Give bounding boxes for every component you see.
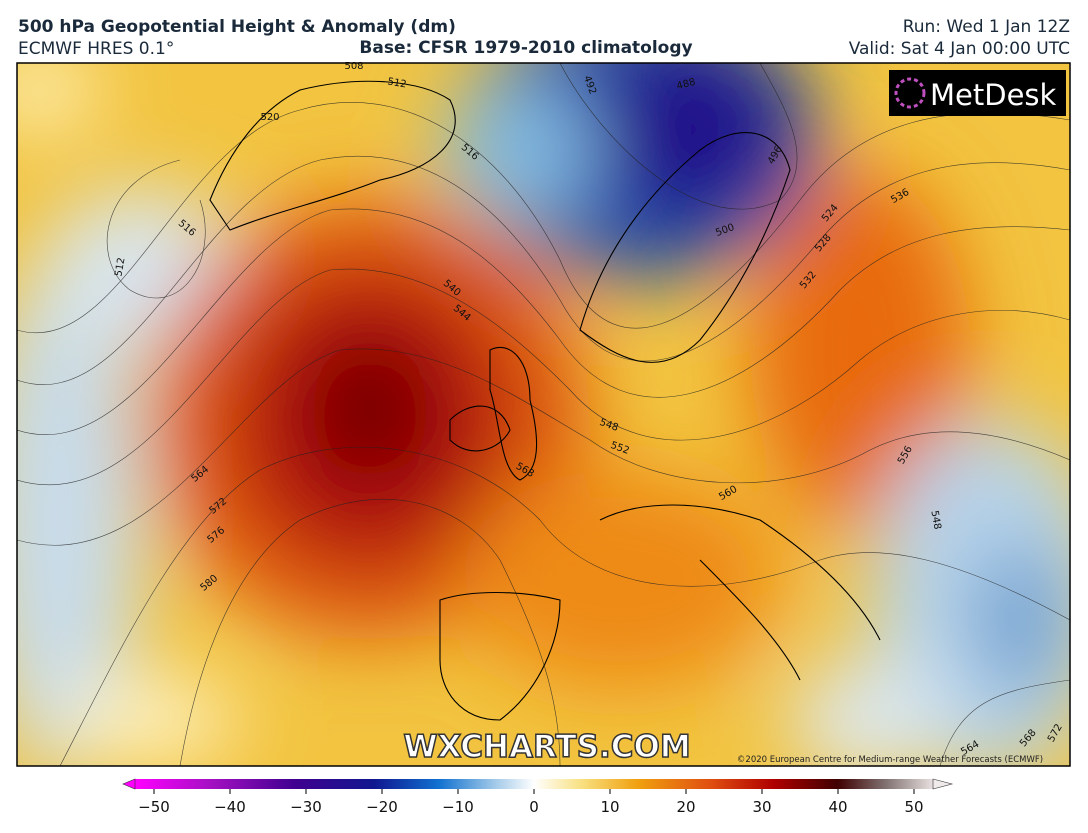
colorbar-tick-label: −50: [138, 798, 170, 816]
contour-label: 488: [675, 77, 696, 93]
map-frame: [16, 62, 1071, 767]
colorbar-tick-label: −40: [214, 798, 246, 816]
colorbar-tick-label: 30: [752, 798, 771, 816]
colorbar-arrow-low: [122, 778, 136, 790]
run: Run: Wed 1 Jan 12Z: [903, 17, 1070, 37]
base: Base: CFSR 1979-2010 climatology: [359, 38, 692, 58]
contour-label: 512: [113, 257, 127, 278]
contour-label: 508: [344, 61, 363, 72]
header: 500 hPa Geopotential Height & Anomaly (d…: [18, 17, 1070, 59]
contour-label: 520: [260, 112, 279, 123]
colorbar-tick-label: 50: [904, 798, 923, 816]
contour-label: 548: [928, 510, 942, 531]
watermark: WXCHARTS.COM: [403, 729, 690, 765]
colorbar-tick-label: 20: [676, 798, 695, 816]
model: ECMWF HRES 0.1°: [18, 39, 174, 59]
logo-box: [889, 70, 1066, 116]
colorbar: −50 −40 −30 −20 −10 0 10 20 30 40 50: [122, 778, 954, 816]
valid: Valid: Sat 4 Jan 00:00 UTC: [849, 39, 1070, 59]
colorbar-body: [135, 779, 933, 789]
colorbar-tick-label: −20: [366, 798, 398, 816]
coastlines: [209, 80, 881, 721]
colorbar-tick-label: 0: [529, 798, 539, 816]
logo: MetDesk: [889, 70, 1066, 116]
colorbar-tick-label: −10: [442, 798, 474, 816]
colorbar-tick-label: 10: [600, 798, 619, 816]
logo-text: MetDesk: [930, 78, 1057, 112]
colorbar-tick-label: −30: [290, 798, 322, 816]
colorbar-arrow-high: [932, 778, 954, 790]
anomaly-field: [17, 63, 1070, 766]
contour-lines: [17, 63, 1070, 766]
contour-label: 512: [387, 76, 408, 90]
colorbar-tick-label: 40: [828, 798, 847, 816]
title: 500 hPa Geopotential Height & Anomaly (d…: [18, 17, 456, 37]
map: MetDesk WXCHARTS.COM ©2020 European Cent…: [17, 63, 1070, 766]
logo-icon: [894, 77, 926, 109]
copyright: ©2020 European Centre for Medium-range W…: [737, 755, 1043, 765]
